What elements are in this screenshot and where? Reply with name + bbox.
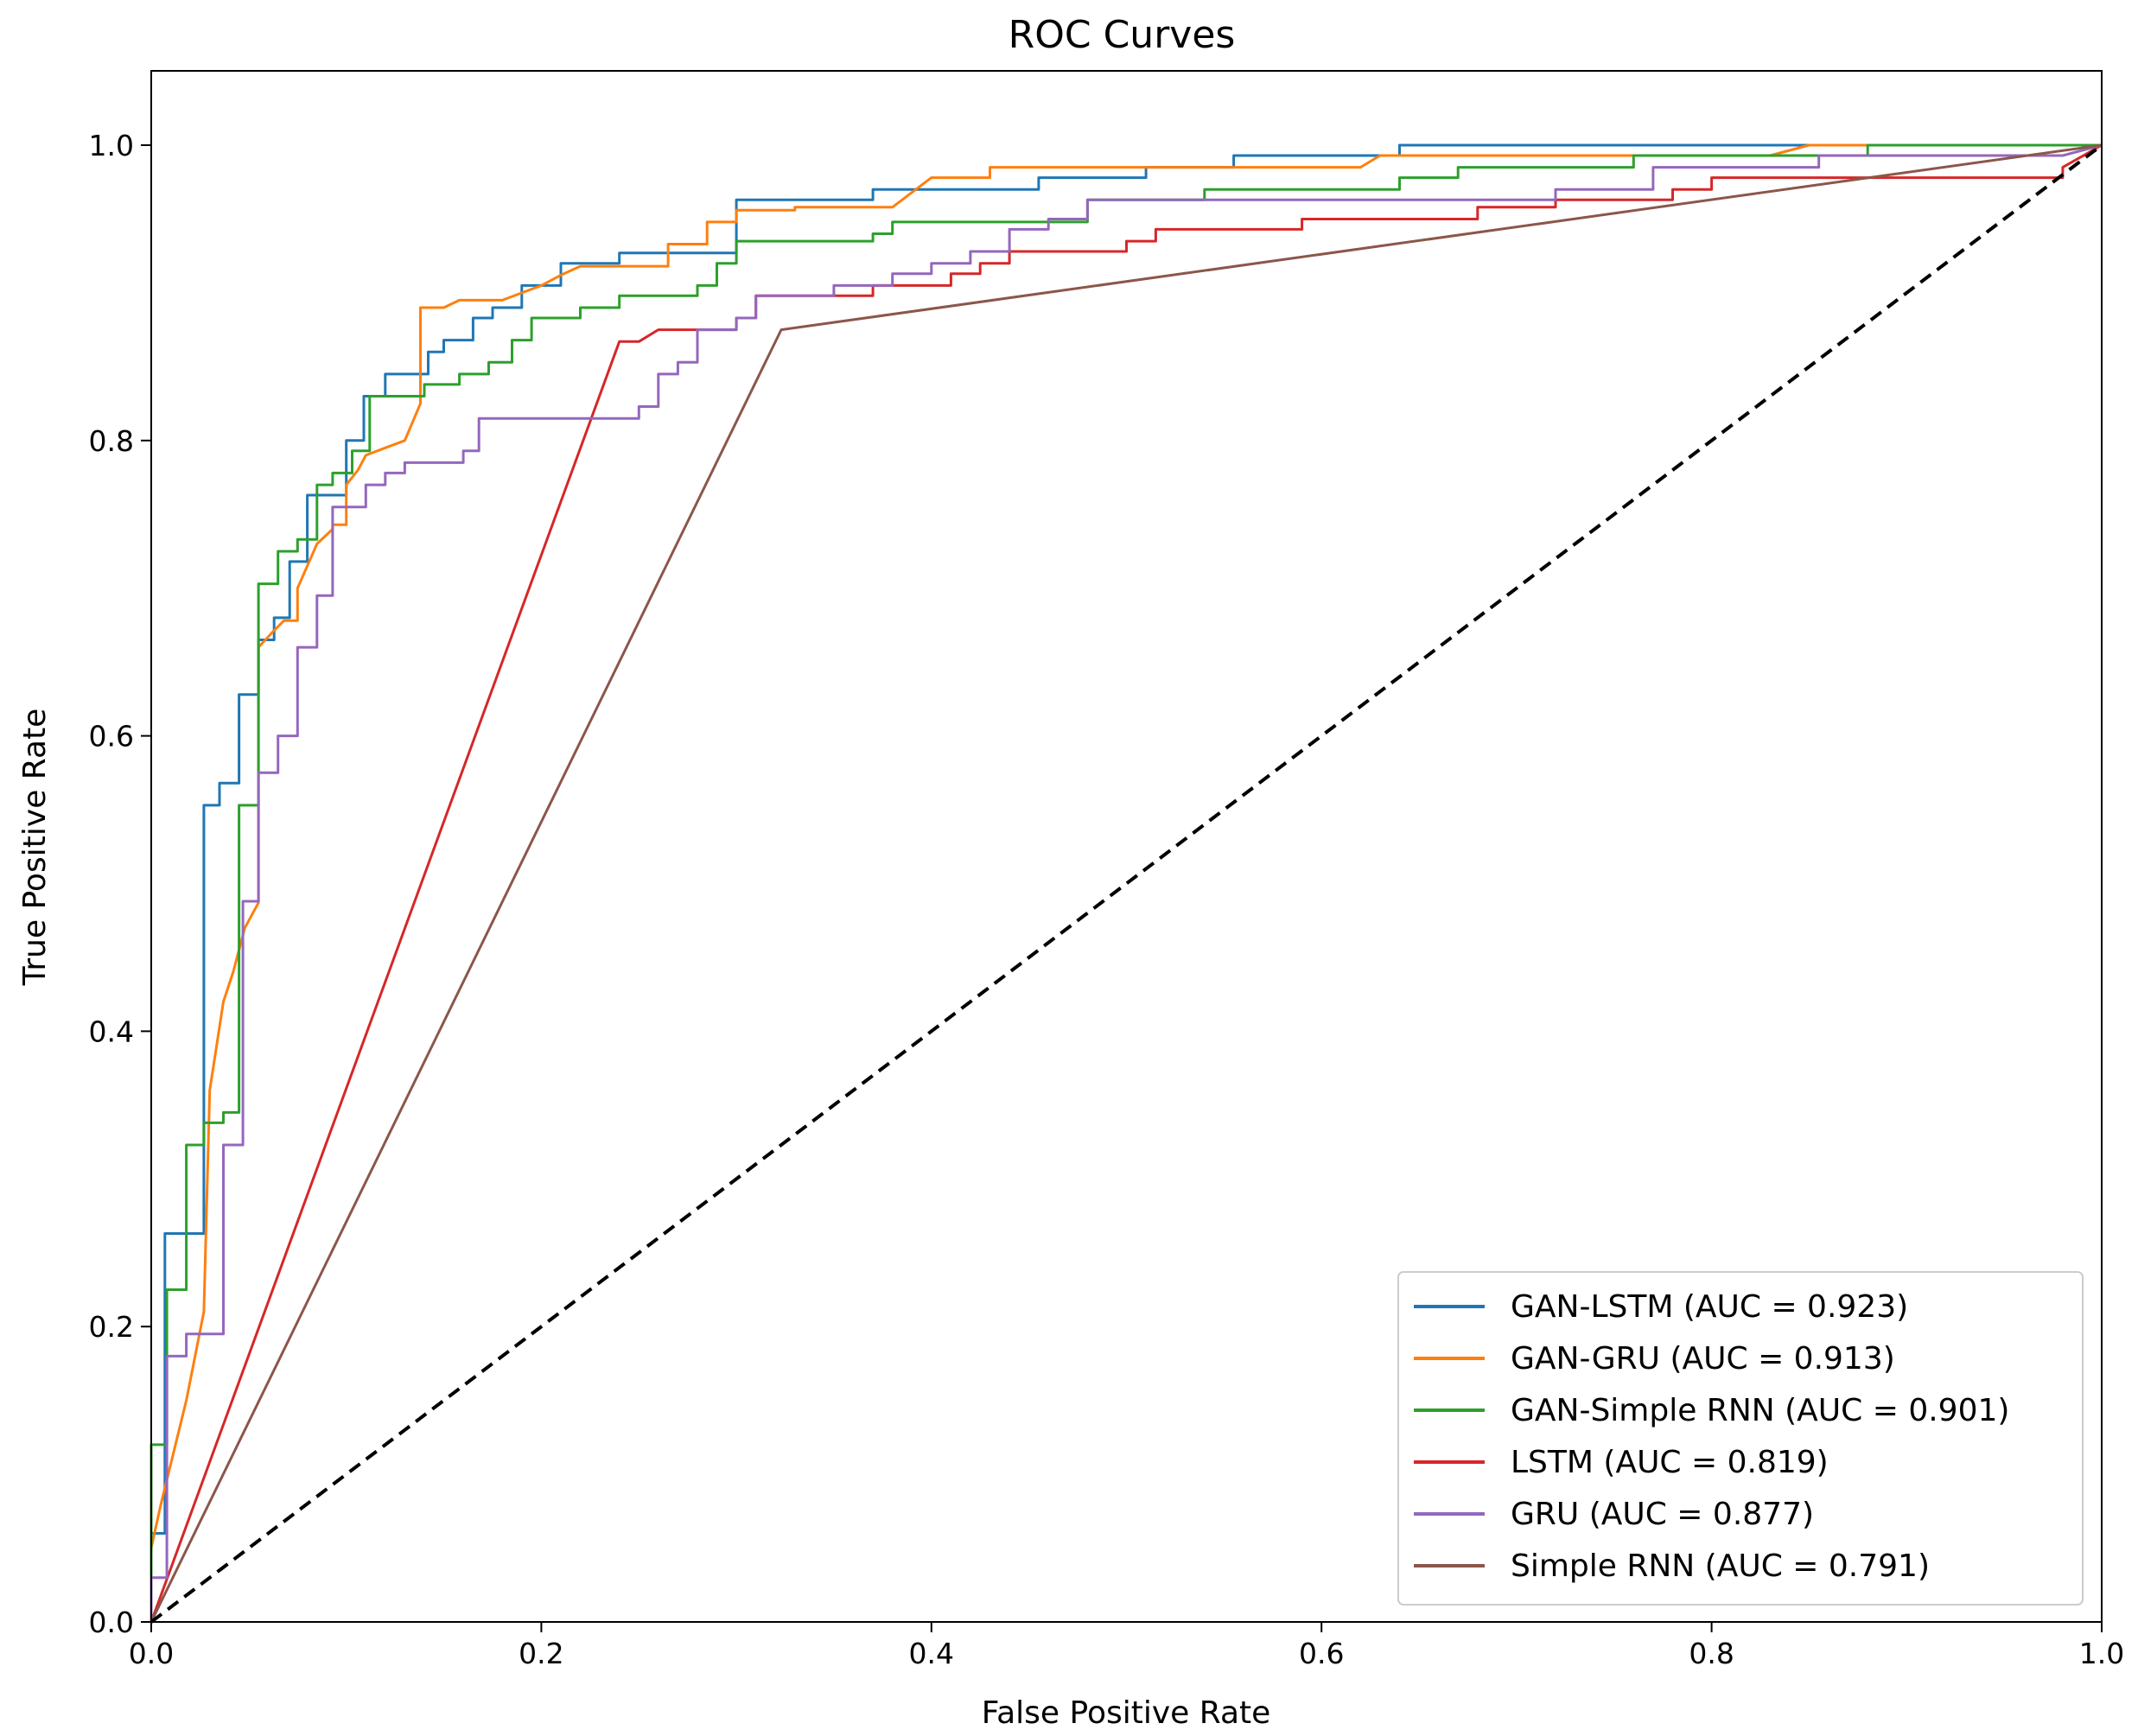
legend-label-6: Simple RNN (AUC = 0.791) xyxy=(1511,1548,1930,1584)
y-tick-label: 1.0 xyxy=(89,129,134,162)
x-tick-label: 0.4 xyxy=(909,1637,954,1670)
y-tick-label: 0.8 xyxy=(89,424,134,458)
x-tick-label: 1.0 xyxy=(2079,1637,2124,1670)
y-axis-label: True Positive Rate xyxy=(17,709,53,987)
legend-label-4: LSTM (AUC = 0.819) xyxy=(1511,1445,1829,1480)
legend-label-2: GAN-GRU (AUC = 0.913) xyxy=(1511,1341,1895,1377)
y-tick-label: 0.0 xyxy=(89,1606,134,1639)
x-axis: 0.0 0.2 0.4 0.6 0.8 1.0 xyxy=(129,1622,2124,1670)
chance-diagonal-line xyxy=(150,143,2103,1624)
chart-title: ROC Curves xyxy=(1009,13,1236,57)
legend-label-1: GAN-LSTM (AUC = 0.923) xyxy=(1511,1289,1908,1325)
x-tick-label: 0.6 xyxy=(1299,1637,1344,1670)
plot-area xyxy=(150,143,2103,1624)
y-tick-label: 0.6 xyxy=(89,720,134,754)
legend-label-3: GAN-Simple RNN (AUC = 0.901) xyxy=(1511,1393,2009,1428)
x-tick-label: 0.8 xyxy=(1689,1637,1734,1670)
legend-box xyxy=(1397,1271,2084,1606)
series-line-5 xyxy=(150,143,2103,1622)
x-axis-label: False Positive Rate xyxy=(982,1695,1271,1731)
x-tick-label: 0.2 xyxy=(519,1637,563,1670)
legend: GAN-LSTM (AUC = 0.923) GAN-GRU (AUC = 0.9… xyxy=(1397,1271,2084,1606)
series-line-6 xyxy=(150,143,2103,1623)
legend-label-5: GRU (AUC = 0.877) xyxy=(1511,1497,1814,1532)
y-tick-label: 0.2 xyxy=(89,1310,134,1344)
x-tick-label: 0.0 xyxy=(129,1637,174,1670)
y-tick-label: 0.4 xyxy=(89,1014,134,1048)
y-axis: 0.0 0.2 0.4 0.6 0.8 1.0 xyxy=(89,129,151,1639)
series-line-1 xyxy=(150,143,2102,1622)
axes-frame xyxy=(150,70,2103,1623)
series-line-2 xyxy=(150,143,2102,1548)
